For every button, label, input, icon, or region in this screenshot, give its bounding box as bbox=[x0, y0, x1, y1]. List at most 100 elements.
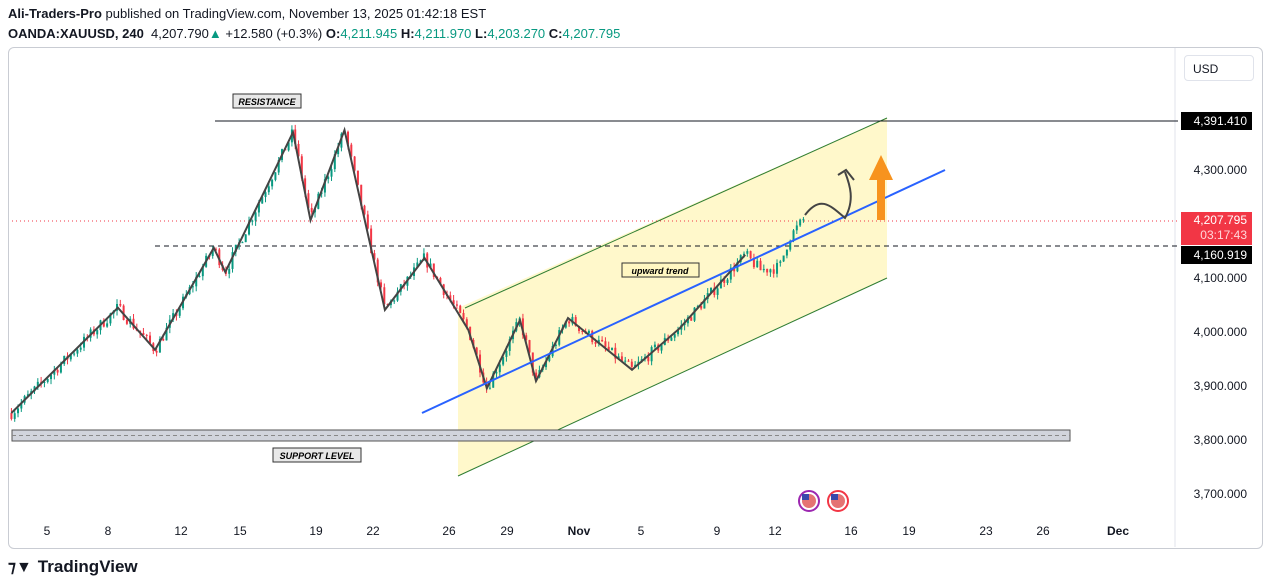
time-tick-label: 26 bbox=[442, 524, 456, 538]
candle-body bbox=[274, 172, 277, 180]
candle-body bbox=[630, 361, 633, 367]
candle-body bbox=[142, 332, 145, 335]
candle-body bbox=[578, 326, 581, 331]
candle-body bbox=[475, 347, 478, 355]
candle-body bbox=[416, 262, 419, 268]
candle-body bbox=[79, 347, 82, 350]
candle-body bbox=[254, 212, 257, 221]
candle-body bbox=[782, 255, 785, 262]
price-axis[interactable]: 3,700.000 3,800.000 3,900.000 4,000.000 4,10… bbox=[1194, 163, 1248, 501]
candle-body bbox=[571, 317, 574, 324]
candle-body bbox=[119, 303, 122, 306]
candle-body bbox=[20, 402, 23, 409]
candle-body bbox=[165, 327, 168, 341]
candle-body bbox=[244, 234, 247, 243]
price-tick-label: 4,000.000 bbox=[1194, 325, 1248, 339]
candle-body bbox=[799, 219, 802, 226]
price-tick-label: 4,300.000 bbox=[1194, 163, 1248, 177]
time-tick-label: 8 bbox=[105, 524, 112, 538]
candle-body bbox=[386, 304, 389, 306]
candle-body bbox=[53, 369, 56, 375]
candle-body bbox=[710, 287, 713, 294]
candle-body bbox=[106, 323, 109, 327]
high-value: 4,211.970 bbox=[414, 26, 472, 41]
candle-body bbox=[785, 249, 788, 256]
time-tick-label: 15 bbox=[233, 524, 247, 538]
candle-body bbox=[624, 360, 627, 362]
candle-body bbox=[50, 374, 53, 380]
trend-line[interactable] bbox=[421, 169, 946, 414]
candle-body bbox=[746, 251, 749, 254]
candle-body bbox=[620, 356, 623, 362]
chart-panel[interactable] bbox=[8, 47, 1263, 549]
channel-upper-line[interactable] bbox=[464, 117, 888, 309]
svg-text:4,160.919: 4,160.919 bbox=[1194, 248, 1248, 262]
tradingview-logo[interactable]: ⁊▼ TradingView bbox=[8, 557, 138, 577]
candle-body bbox=[498, 364, 501, 373]
candle-body bbox=[297, 143, 300, 157]
projection-curve bbox=[804, 171, 852, 220]
candle-body bbox=[587, 330, 590, 334]
author[interactable]: Ali-Traders-Pro bbox=[8, 6, 102, 21]
candle-body bbox=[251, 220, 254, 222]
price-tick-label: 4,100.000 bbox=[1194, 271, 1248, 285]
candle-body bbox=[802, 219, 805, 221]
candle-body bbox=[198, 276, 201, 278]
candle-body bbox=[719, 279, 722, 289]
bar-countdown: 03:17:43 bbox=[1200, 228, 1247, 242]
candle-body bbox=[574, 317, 577, 327]
candle-body bbox=[729, 267, 732, 280]
candle-body bbox=[439, 278, 442, 285]
candle-body bbox=[76, 349, 79, 354]
candle-body bbox=[756, 260, 759, 268]
candle-body bbox=[380, 282, 383, 288]
candle-body bbox=[502, 356, 505, 365]
time-tick-label: 19 bbox=[309, 524, 323, 538]
last-price: 4,207.790 bbox=[151, 26, 209, 41]
candle-body bbox=[327, 176, 330, 180]
publish-date: published on TradingView.com, November 1… bbox=[105, 6, 487, 21]
candle-body bbox=[17, 408, 20, 414]
channel-label: upward trend bbox=[621, 262, 700, 278]
candle-body bbox=[310, 207, 313, 213]
zigzag-line[interactable] bbox=[10, 126, 746, 414]
time-axis[interactable]: 5 8 12 15 19 22 26 29 Nov 5 9 12 16 19 23 26 Dec bbox=[44, 524, 1130, 538]
candle-body bbox=[554, 344, 557, 346]
time-tick-label: 26 bbox=[1036, 524, 1050, 538]
candle-body bbox=[215, 249, 218, 251]
price-tick-label: 3,800.000 bbox=[1194, 433, 1248, 447]
open-value: 4,211.945 bbox=[340, 26, 398, 41]
candle-body bbox=[96, 330, 99, 335]
up-triangle-icon: ▲ bbox=[208, 26, 222, 41]
candle-body bbox=[350, 144, 353, 157]
candle-body bbox=[795, 225, 798, 231]
candle-body bbox=[155, 351, 158, 353]
candle-body bbox=[211, 249, 214, 256]
candle-body bbox=[125, 319, 128, 324]
candle-body bbox=[69, 354, 72, 360]
candle-body bbox=[673, 334, 676, 338]
candle-body bbox=[776, 262, 779, 274]
candle-body bbox=[149, 335, 152, 344]
close-label: C: bbox=[548, 26, 563, 41]
price-change: +12.580 (+0.3%) bbox=[225, 26, 323, 41]
time-tick-label: 16 bbox=[844, 524, 858, 538]
candle-body bbox=[304, 178, 307, 194]
candle-body bbox=[525, 335, 528, 341]
candle-body bbox=[508, 339, 511, 351]
candle-body bbox=[528, 340, 531, 353]
candle-body bbox=[422, 253, 425, 261]
candle-body bbox=[723, 279, 726, 283]
candle-body bbox=[59, 363, 62, 373]
candle-body bbox=[604, 341, 607, 347]
candle-body bbox=[158, 338, 161, 353]
candle-body bbox=[132, 318, 135, 329]
us-flag-event-icon[interactable] bbox=[798, 490, 820, 512]
candle-body bbox=[241, 242, 244, 244]
channel-lower-line[interactable] bbox=[457, 277, 888, 477]
candle-body bbox=[191, 286, 194, 288]
us-flag-event-icon[interactable] bbox=[827, 490, 849, 512]
low-value: 4,203.270 bbox=[487, 26, 546, 41]
currency-selector[interactable]: USD bbox=[1184, 55, 1254, 81]
